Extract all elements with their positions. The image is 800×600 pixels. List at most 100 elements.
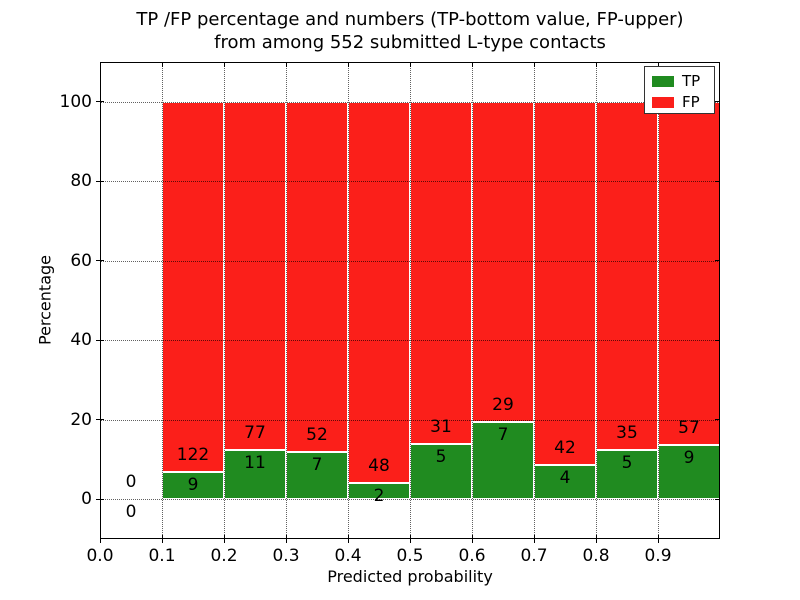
tp-count-label: 11 [244,452,266,473]
y-tick-mark-right [715,498,720,500]
bar-segment-fp [534,101,596,465]
y-tick-label: 100 [59,91,92,112]
bar-segment-tp [162,471,224,500]
x-tick-mark [223,535,225,543]
x-tick-mark [657,535,659,543]
tp-count-label: 0 [125,502,137,523]
tp-count-label: 9 [683,448,695,469]
vertical-gridline [162,62,163,539]
y-tick-mark-right [715,101,720,103]
tp-count-label: 7 [497,424,509,445]
vertical-gridline [348,62,349,539]
vertical-gridline [410,62,411,539]
fp-count-label: 29 [492,394,514,415]
vertical-gridline [658,62,659,539]
x-tick-mark-top [657,62,659,67]
y-tick-mark-right [715,419,720,421]
x-axis-label: Predicted probability [327,567,493,586]
vertical-gridline [286,62,287,539]
x-tick-label: 0.7 [520,546,548,566]
x-tick-mark [533,535,535,543]
x-tick-mark-top [595,62,597,67]
fp-count-label: 35 [616,422,638,443]
x-tick-label: 0.2 [210,546,238,566]
y-tick-mark-right [715,339,720,341]
legend-fp-label: FP [682,93,700,111]
x-tick-mark-top [533,62,535,67]
bar-segment-tp [224,449,286,500]
legend-tp-label: TP [682,72,701,90]
x-tick-mark-top [347,62,349,67]
x-tick-label: 0.6 [458,546,486,566]
x-tick-label: 0.1 [148,546,176,566]
bar-segment-fp [472,101,534,422]
x-tick-label: 0.9 [644,546,672,566]
x-tick-mark [595,535,597,543]
bar-segment-fp [658,101,720,446]
legend-fp-swatch [652,97,674,108]
y-tick-mark [96,260,104,262]
horizontal-gridline [100,260,720,262]
horizontal-gridline [100,499,720,501]
tp-count-label: 5 [621,452,633,473]
horizontal-gridline [100,419,720,421]
y-tick-mark-right [715,180,720,182]
vertical-gridline [472,62,473,539]
x-tick-mark-top [161,62,163,67]
y-tick-mark-right [715,260,720,262]
x-tick-mark-top [99,62,101,67]
y-tick-mark [96,498,104,500]
bar-segment-fp [410,101,472,445]
bar-segment-fp [162,101,224,472]
horizontal-gridline [100,181,720,183]
vertical-gridline [534,62,535,539]
fp-count-label: 31 [430,417,452,438]
x-tick-label: 0.8 [582,546,610,566]
y-tick-mark [96,339,104,341]
tp-count-label: 7 [311,455,323,476]
fp-count-label: 57 [678,418,700,439]
y-tick-mark [96,101,104,103]
x-tick-mark [347,535,349,543]
y-tick-label: 60 [70,250,92,271]
x-tick-mark [99,535,101,543]
y-tick-label: 40 [70,330,92,351]
x-tick-mark [409,535,411,543]
bar-segment-fp [286,101,348,453]
x-tick-mark-top [409,62,411,67]
x-tick-mark-top [223,62,225,67]
bar-segment-tp [596,449,658,500]
y-tick-label: 0 [81,489,92,510]
y-tick-label: 20 [70,409,92,430]
vertical-gridline [596,62,597,539]
bar-segment-tp [286,452,348,500]
x-tick-mark [285,535,287,543]
legend-tp-swatch [652,76,674,87]
tp-count-label: 5 [435,447,447,468]
x-tick-mark-top [471,62,473,67]
bar-segment-tp [534,464,596,500]
x-tick-mark [161,535,163,543]
fp-count-label: 48 [368,456,390,477]
horizontal-gridline [100,101,720,103]
bar-segment-fp [596,101,658,450]
chart-title-line-2: from among 552 submitted L-type contacts [214,32,606,53]
bar-segment-fp [224,101,286,450]
fp-count-label: 52 [306,425,328,446]
tp-count-label: 2 [373,486,385,507]
x-tick-label: 0.5 [396,546,424,566]
bar-segment-tp [410,444,472,500]
legend: TP FP [644,66,715,114]
chart-title-line-1: TP /FP percentage and numbers (TP-bottom… [136,9,684,30]
x-tick-mark [471,535,473,543]
fp-count-label: 77 [244,422,266,443]
fp-count-label: 0 [125,472,137,493]
fp-count-label: 122 [176,444,210,465]
tp-count-label: 9 [187,474,199,495]
x-tick-label: 0.4 [334,546,362,566]
vertical-gridline [224,62,225,539]
bar-segment-tp [472,421,534,500]
y-tick-label: 80 [70,171,92,192]
x-tick-mark-top [285,62,287,67]
